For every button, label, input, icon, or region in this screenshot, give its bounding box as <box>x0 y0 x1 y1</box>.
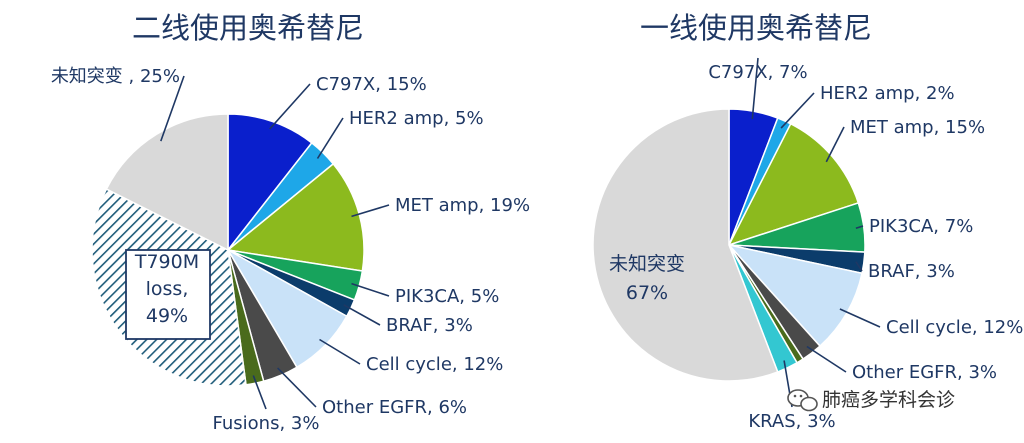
pie-slice-unknown-mutation <box>592 108 779 382</box>
slice-label-her2-amp: HER2 amp, 2% <box>820 83 955 104</box>
slice-label-unknown-mutation: 未知突变 , 25% <box>51 66 180 87</box>
leader-line-c797x <box>269 83 311 130</box>
slice-label-braf: BRAF, 3% <box>868 261 955 282</box>
wechat-icon <box>787 389 818 412</box>
left-chart-title: 二线使用奥希替尼 <box>132 11 364 45</box>
leader-line-pik3ca <box>855 225 864 230</box>
leader-line-braf <box>855 261 863 272</box>
leader-line-fusions <box>252 375 267 410</box>
label-box-t790m-loss <box>125 249 211 340</box>
leader-line-met-amp <box>825 126 845 163</box>
pie-slice-met-amp <box>727 122 860 247</box>
right-chart-title: 一线使用奥希替尼 <box>640 11 872 45</box>
slice-label-braf: BRAF, 3% <box>386 315 473 336</box>
slice-label-pik3ca: PIK3CA, 5% <box>395 286 499 307</box>
leader-line-unknown-mutation <box>160 75 185 142</box>
leader-line-other-egfr <box>806 345 847 373</box>
slice-label-cell-cycle: Cell cycle, 12% <box>886 317 1023 338</box>
slice-label-kras: KRAS, 3% <box>748 411 835 432</box>
leader-line-pik3ca <box>351 282 390 297</box>
slice-label-t790m-loss-line-2: 49% <box>146 305 188 327</box>
slice-label-t790m-loss-line-0: T790M <box>134 251 199 273</box>
watermark-text: 肺癌多学科会诊 <box>822 389 955 411</box>
pie-slice-c797x <box>227 113 313 253</box>
slice-label-met-amp: MET amp, 15% <box>850 117 985 138</box>
slice-label-c797x: C797X, 15% <box>316 74 427 95</box>
leader-line-other-egfr <box>277 367 317 408</box>
slice-label-pik3ca: PIK3CA, 7% <box>869 216 973 237</box>
leader-line-met-amp <box>351 204 390 218</box>
left-pie-labels: C797X, 15% HER2 amp, 5% MET amp, 19% PIK3CA… <box>51 66 530 434</box>
slice-label-unknown-mutation-line-0: 未知突变 <box>609 253 685 275</box>
right-pie <box>592 108 866 382</box>
pie-slice-unknown-mutation <box>105 113 229 252</box>
slice-label-fusions: Fusions, 3% <box>213 413 320 434</box>
leader-line-her2-amp <box>316 117 344 159</box>
watermark: 肺癌多学科会诊 <box>787 389 955 412</box>
slice-label-c797x: C797X, 7% <box>708 62 807 83</box>
slice-label-cell-cycle: Cell cycle, 12% <box>366 354 503 375</box>
leader-line-braf <box>343 304 381 326</box>
slice-label-other-egfr: Other EGFR, 3% <box>852 362 997 383</box>
slice-label-unknown-mutation-line-1: 67% <box>626 282 668 304</box>
pie-slice-cell-cycle <box>726 243 863 348</box>
leader-line-cell-cycle <box>319 338 361 365</box>
slice-label-t790m-loss-line-1: loss, <box>146 278 189 300</box>
slice-label-other-egfr: Other EGFR, 6% <box>322 397 467 418</box>
leader-line-cell-cycle <box>839 308 881 328</box>
leader-line-her2-amp <box>780 92 815 129</box>
leader-line-c797x <box>751 57 759 120</box>
slice-label-her2-amp: HER2 amp, 5% <box>349 108 484 129</box>
slice-label-met-amp: MET amp, 19% <box>395 195 530 216</box>
right-pie-labels: C797X, 7% HER2 amp, 2% MET amp, 15% PIK3CA,… <box>609 57 1023 432</box>
